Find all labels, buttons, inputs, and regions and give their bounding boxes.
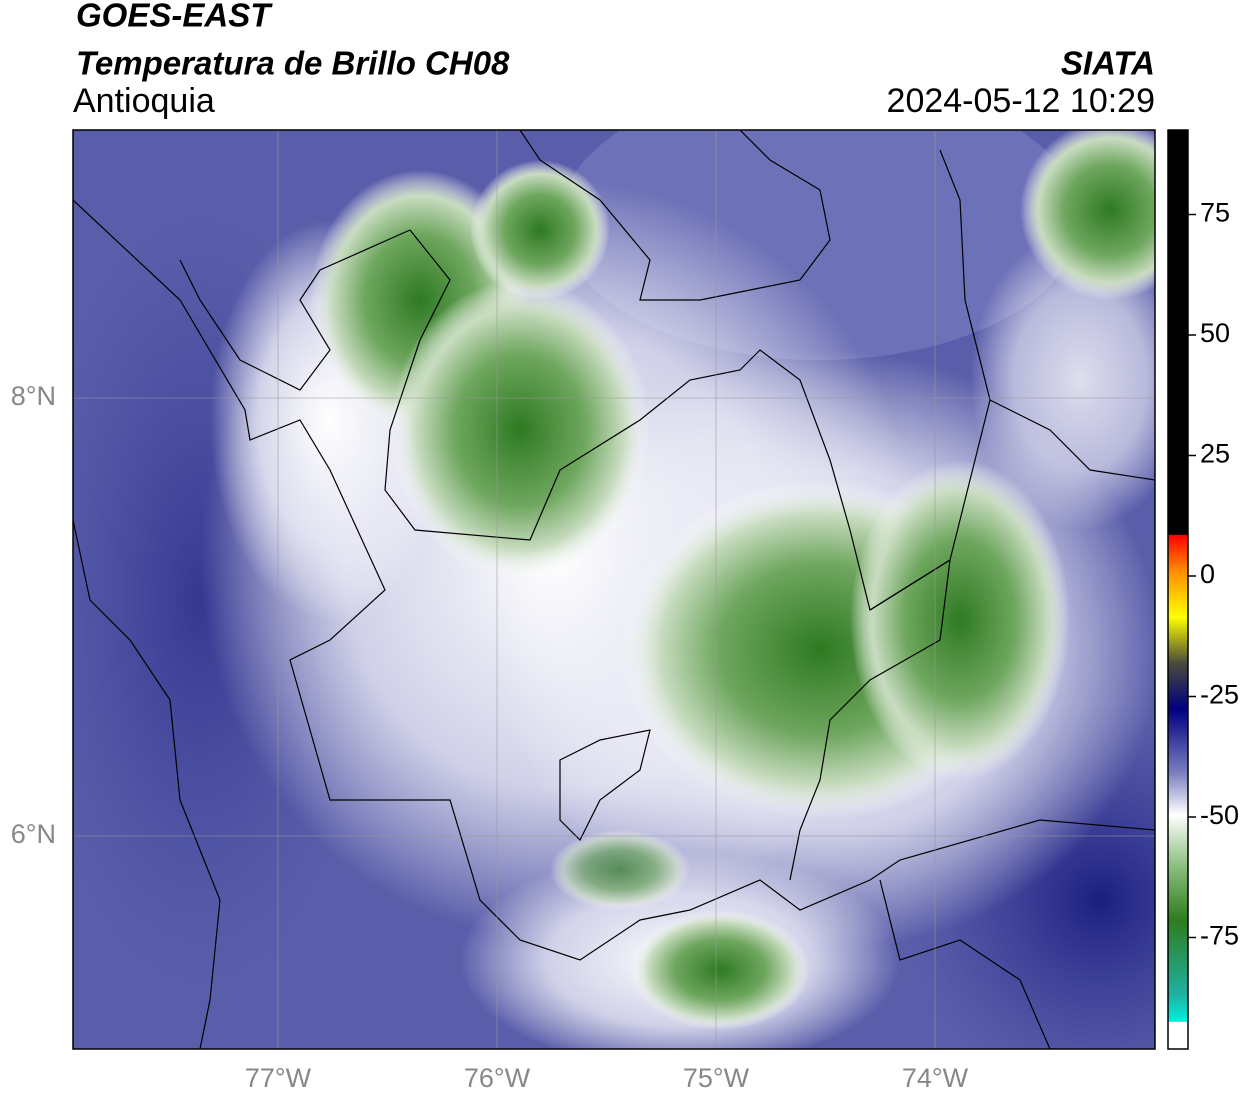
colorbar-label: -75 [1200,921,1239,951]
datetime: 2024-05-12 10:29 [887,82,1155,120]
lon-label: 74°W [902,1063,969,1093]
lat-label: 6°N [11,819,56,849]
map-frame [72,129,1156,1050]
lon-label: 75°W [683,1063,750,1093]
lat-label: 8°N [11,381,56,411]
graticule [73,130,1155,1049]
product-title: Temperatura de Brillo CH08 [76,45,510,82]
colorbar-label: -50 [1200,800,1239,830]
lon-label: 76°W [464,1063,531,1093]
colorbar-label: -25 [1200,680,1239,710]
satellite-title: GOES-EAST [76,0,273,34]
colorbar [1167,129,1189,1050]
lon-label: 77°W [245,1063,312,1093]
satellite-image [73,130,1155,1049]
colorbar-label: 50 [1200,318,1230,348]
colorbar-label: 75 [1200,198,1230,228]
colorbar-label: 0 [1200,559,1215,589]
agency: SIATA [1061,45,1155,82]
region: Antioquia [73,82,215,120]
colorbar-label: 25 [1200,439,1230,469]
